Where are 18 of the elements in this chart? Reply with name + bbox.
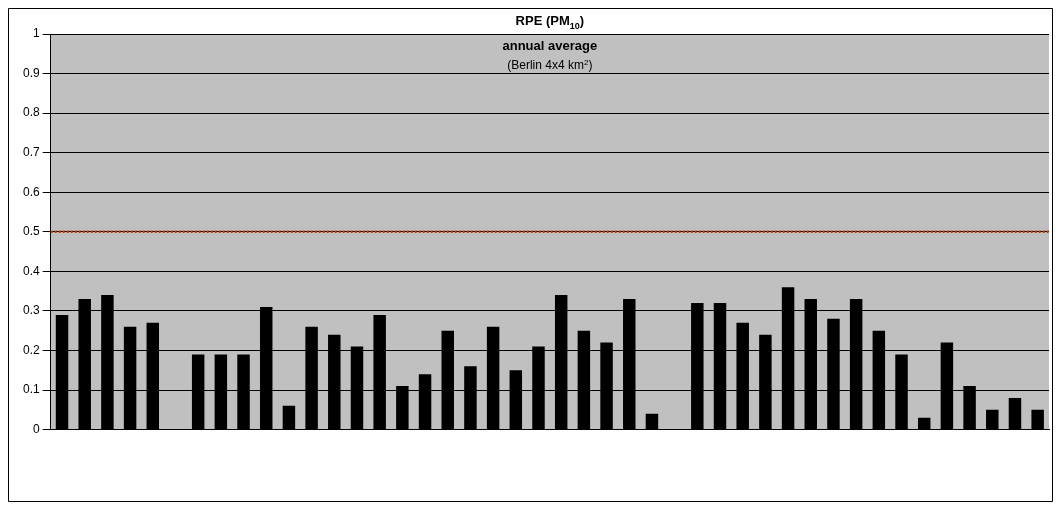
chart-subtitle: annual average (502, 38, 598, 53)
y-tick-label: 0.2 (22, 342, 40, 357)
bar (917, 417, 931, 430)
bar (986, 409, 999, 430)
y-tick-label: 0.5 (22, 224, 40, 239)
bar (1008, 397, 1022, 430)
bar (1031, 409, 1044, 430)
y-tick-label: 0.9 (22, 65, 40, 80)
bar (282, 405, 296, 430)
y-tick-label: 0.1 (22, 382, 40, 397)
y-tick-label: 0 (32, 421, 40, 436)
y-tick-label: 0.6 (22, 184, 40, 199)
bar (645, 413, 659, 430)
y-tick-label: 0.4 (22, 263, 40, 278)
y-tick-label: 0.3 (22, 303, 40, 318)
y-tick-label: 1 (32, 26, 40, 41)
y-tick-label: 0.7 (22, 144, 40, 159)
y-tick-label: 0.8 (22, 105, 40, 120)
